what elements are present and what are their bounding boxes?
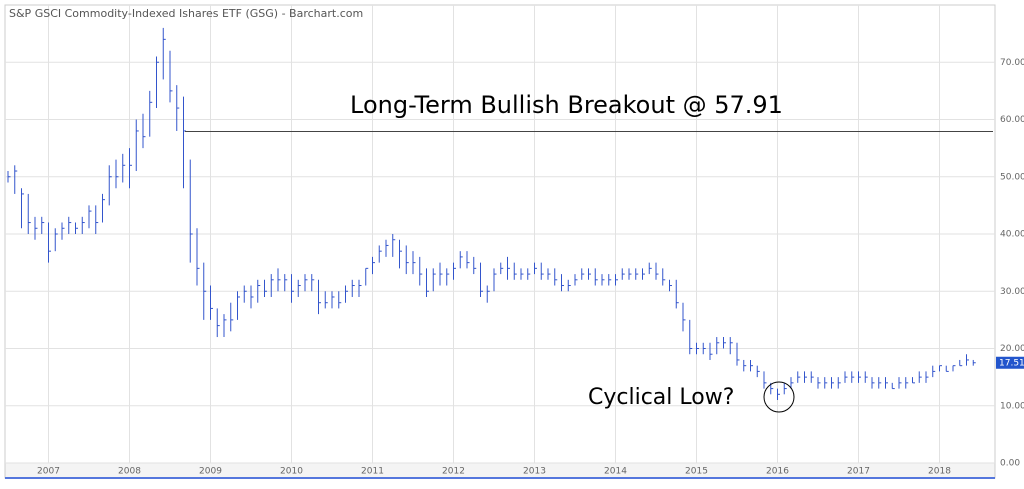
x-tick-label: 2008 — [118, 467, 141, 477]
y-tick-label: 40.00 — [1000, 230, 1024, 240]
x-tick-label: 2011 — [361, 467, 384, 477]
y-tick-label: 0.00 — [1000, 459, 1020, 469]
annotation-circle — [763, 381, 795, 413]
x-tick-label: 2014 — [604, 467, 627, 477]
chart-title: S&P GSCI Commodity-Indexed Ishares ETF (… — [9, 7, 363, 20]
last-price-label: 17.51 — [999, 358, 1024, 368]
x-tick-label: 2007 — [37, 467, 60, 477]
x-tick-label: 2018 — [928, 467, 951, 477]
annotation: Long-Term Bullish Breakout @ 57.91 — [350, 91, 783, 119]
x-tick-label: 2017 — [847, 467, 870, 477]
last-price-box — [996, 356, 1024, 369]
y-tick-label: 70.00 — [1000, 58, 1024, 68]
x-tick-label: 2016 — [766, 467, 789, 477]
x-tick-label: 2015 — [685, 467, 708, 477]
y-tick-label: 10.00 — [1000, 401, 1024, 411]
y-tick-label: 20.00 — [1000, 344, 1024, 354]
y-tick-label: 50.00 — [1000, 172, 1024, 182]
x-tick-label: 2012 — [442, 467, 465, 477]
annotation: Cyclical Low? — [588, 385, 734, 410]
x-tick-label: 2010 — [280, 467, 303, 477]
y-tick-label: 60.00 — [1000, 115, 1024, 125]
x-tick-label: 2013 — [523, 467, 546, 477]
x-tick-label: 2009 — [199, 467, 222, 477]
y-tick-label: 30.00 — [1000, 287, 1024, 297]
